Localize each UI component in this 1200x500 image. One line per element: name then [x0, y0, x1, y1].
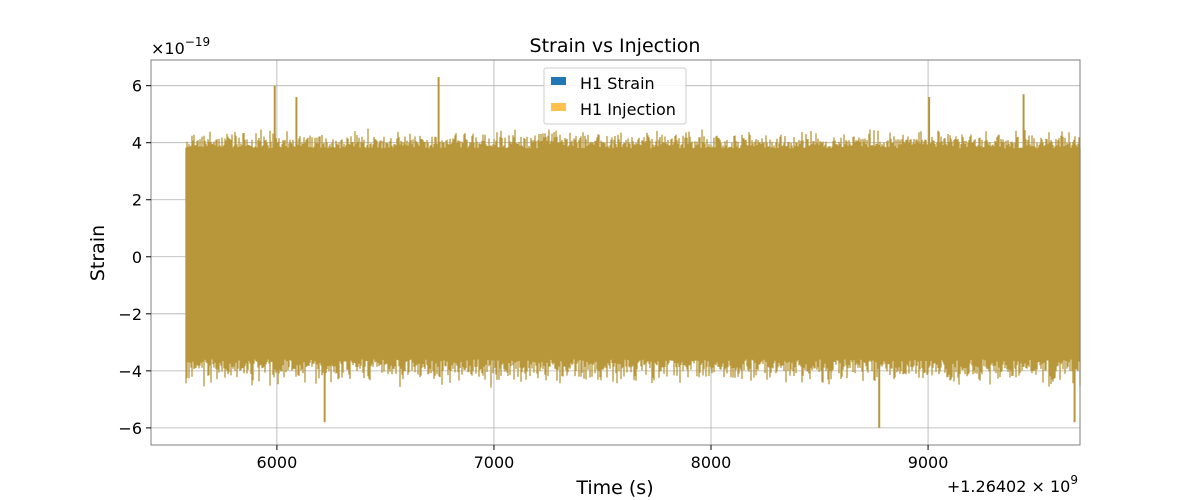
strain-trace-spikes — [185, 128, 1081, 388]
y-tick-label: −2 — [118, 305, 142, 324]
y-tick-label: 4 — [132, 134, 142, 153]
x-tick-label: 9000 — [908, 453, 949, 472]
legend-swatch-h1-strain — [551, 77, 566, 85]
y-scale-factor: ×10−19 — [151, 35, 210, 58]
y-tick-label: −4 — [118, 362, 142, 381]
x-offset-base: +1.26402 × 10 — [947, 477, 1071, 496]
legend: H1 Strain H1 Injection — [543, 67, 687, 125]
legend-label-h1-strain: H1 Strain — [580, 74, 655, 93]
x-tick-label: 8000 — [691, 453, 732, 472]
y-axis-title: Strain — [87, 225, 109, 281]
y-tick-label: 6 — [132, 77, 142, 96]
y-tick-label: −6 — [118, 419, 142, 438]
legend-swatch-h1-injection — [551, 103, 566, 111]
data-series-layer — [185, 77, 1081, 428]
y-tick-label: 2 — [132, 191, 142, 210]
y-tick-label: 0 — [132, 248, 142, 267]
axis-ticks: 6000 7000 8000 9000 −6 −4 −2 0 2 4 6 — [118, 77, 948, 472]
legend-frame — [543, 67, 687, 125]
chart-title: Strain vs Injection — [530, 35, 701, 57]
legend-label-h1-injection: H1 Injection — [580, 100, 676, 119]
y-scale-base: ×10 — [151, 39, 185, 58]
x-axis-title: Time (s) — [575, 477, 653, 499]
plot-frame — [150, 59, 1081, 446]
x-tick-label: 6000 — [257, 453, 298, 472]
y-scale-exponent: −19 — [185, 35, 210, 49]
x-offset-exponent: 9 — [1070, 473, 1078, 487]
x-offset-label: +1.26402 × 109 — [947, 473, 1078, 496]
x-tick-label: 7000 — [474, 453, 515, 472]
